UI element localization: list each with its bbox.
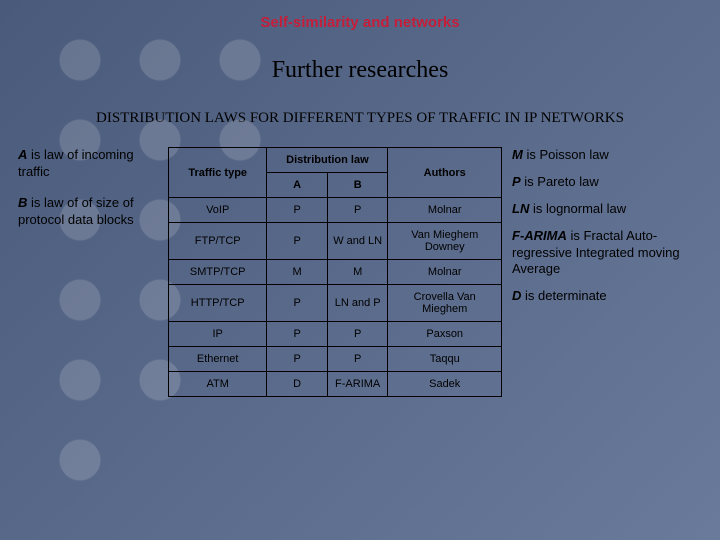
cell-a: P [267, 322, 328, 347]
cell-traffic: Ethernet [169, 347, 267, 372]
cell-b: P [327, 198, 388, 223]
def-ln: LN is lognormal law [512, 201, 702, 218]
cell-authors: Van Mieghem Downey [388, 223, 502, 260]
def-p-text: is Pareto law [521, 174, 599, 189]
cell-a: P [267, 198, 328, 223]
cell-b: F-ARIMA [327, 372, 388, 397]
table-body: VoIP P P Molnar FTP/TCP P W and LN Van M… [169, 198, 502, 397]
def-p: P is Pareto law [512, 174, 702, 191]
table-row: HTTP/TCP P LN and P Crovella Van Mieghem [169, 285, 502, 322]
th-b: B [327, 173, 388, 198]
cell-b: P [327, 322, 388, 347]
def-b-text: is law of of size of protocol data block… [18, 195, 134, 227]
left-definitions: A is law of incoming traffic B is law of… [18, 147, 168, 397]
table-row: SMTP/TCP M M Molnar [169, 260, 502, 285]
cell-authors: Crovella Van Mieghem [388, 285, 502, 322]
def-p-symbol: P [512, 174, 521, 189]
table-row: Ethernet P P Taqqu [169, 347, 502, 372]
cell-traffic: ATM [169, 372, 267, 397]
cell-a: M [267, 260, 328, 285]
cell-a: P [267, 347, 328, 372]
cell-traffic: IP [169, 322, 267, 347]
def-d-text: is determinate [521, 288, 606, 303]
def-b: B is law of of size of protocol data blo… [18, 195, 168, 229]
table-header-row-1: Traffic type Distribution law Authors [169, 148, 502, 173]
def-b-symbol: B [18, 195, 27, 210]
cell-authors: Molnar [388, 198, 502, 223]
right-definitions: M is Poisson law P is Pareto law LN is l… [502, 147, 702, 397]
cell-authors: Sadek [388, 372, 502, 397]
th-authors: Authors [388, 148, 502, 198]
cell-authors: Taqqu [388, 347, 502, 372]
distribution-table: Traffic type Distribution law Authors A … [168, 147, 502, 397]
distribution-table-wrap: Traffic type Distribution law Authors A … [168, 147, 502, 397]
def-m-text: is Poisson law [523, 147, 609, 162]
th-a: A [267, 173, 328, 198]
th-distribution: Distribution law [267, 148, 388, 173]
def-ln-symbol: LN [512, 201, 529, 216]
table-row: IP P P Paxson [169, 322, 502, 347]
cell-a: P [267, 285, 328, 322]
def-farima-symbol: F-ARIMA [512, 228, 567, 243]
def-m-symbol: M [512, 147, 523, 162]
cell-b: W and LN [327, 223, 388, 260]
cell-b: LN and P [327, 285, 388, 322]
def-a: A is law of incoming traffic [18, 147, 168, 181]
cell-a: D [267, 372, 328, 397]
cell-authors: Paxson [388, 322, 502, 347]
def-farima: F-ARIMA is Fractal Auto-regressive Integ… [512, 228, 702, 279]
cell-traffic: VoIP [169, 198, 267, 223]
cell-traffic: SMTP/TCP [169, 260, 267, 285]
cell-traffic: FTP/TCP [169, 223, 267, 260]
def-d-symbol: D [512, 288, 521, 303]
cell-a: P [267, 223, 328, 260]
def-m: M is Poisson law [512, 147, 702, 164]
def-ln-text: is lognormal law [529, 201, 626, 216]
def-a-text: is law of incoming traffic [18, 147, 134, 179]
def-a-symbol: A [18, 147, 27, 162]
table-row: VoIP P P Molnar [169, 198, 502, 223]
table-row: ATM D F-ARIMA Sadek [169, 372, 502, 397]
def-d: D is determinate [512, 288, 702, 305]
cell-authors: Molnar [388, 260, 502, 285]
th-traffic: Traffic type [169, 148, 267, 198]
content-area: A is law of incoming traffic B is law of… [0, 147, 720, 397]
cell-traffic: HTTP/TCP [169, 285, 267, 322]
cell-b: M [327, 260, 388, 285]
table-row: FTP/TCP P W and LN Van Mieghem Downey [169, 223, 502, 260]
cell-b: P [327, 347, 388, 372]
